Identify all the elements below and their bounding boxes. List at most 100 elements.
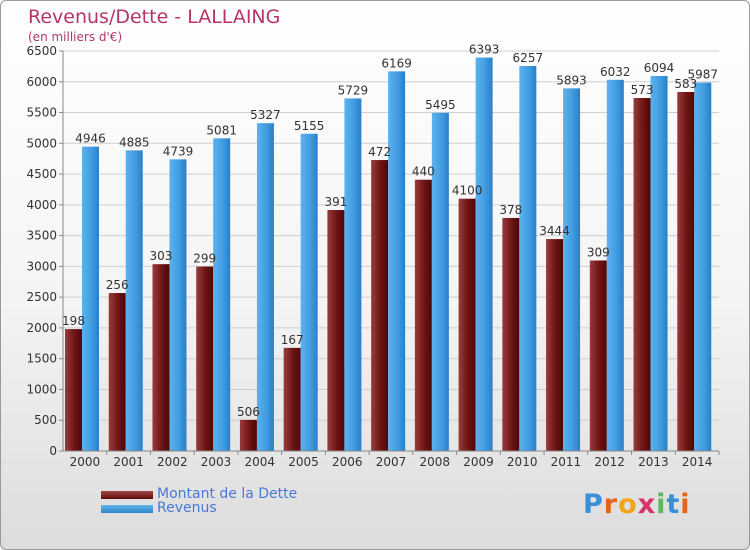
x-tick-label: 2000 [70, 455, 101, 469]
legend-label-revenus: Revenus [157, 500, 217, 516]
y-tick-label: 3500 [26, 229, 57, 243]
data-label-revenus: 4885 [119, 135, 150, 149]
data-label-dette: 583 [674, 77, 697, 91]
bar-dette [589, 260, 607, 451]
x-tick-label: 2005 [288, 455, 319, 469]
bar-revenus [256, 123, 274, 451]
x-tick-label: 2009 [463, 455, 494, 469]
data-label-revenus: 5327 [250, 108, 281, 122]
labels-layer: 198 4946 256 4885 303 4739 299 5081 506 5327 167 51… [62, 43, 718, 419]
y-tick-label: 6000 [26, 75, 57, 89]
axes-layer: 0 500 1000 1500 2000 2500 3000 3500 4000 4500 5000… [26, 44, 720, 469]
bar-revenus [650, 75, 668, 451]
x-tick-label: 2006 [332, 455, 363, 469]
x-tick-label: 2002 [157, 455, 188, 469]
y-tick-label: 3000 [26, 259, 57, 273]
x-tick-label: 2010 [507, 455, 538, 469]
x-tick-label: 2011 [551, 455, 582, 469]
bar-revenus [694, 82, 712, 452]
bar-dette [546, 239, 564, 451]
data-label-dette: 378 [499, 203, 522, 217]
y-tick-label: 4000 [26, 198, 57, 212]
legend-label-dette: Montant de la Dette [157, 486, 298, 502]
y-tick-label: 6500 [26, 44, 57, 58]
x-tick-label: 2007 [376, 455, 407, 469]
logo-letter: t [666, 489, 681, 520]
bar-revenus [563, 88, 581, 451]
y-tick-label: 4500 [26, 167, 57, 181]
logo-letter: i [656, 489, 667, 520]
data-label-dette: 472 [368, 145, 391, 159]
data-label-dette: 4100 [452, 184, 483, 198]
y-tick-label: 500 [34, 413, 57, 427]
data-label-revenus: 4946 [75, 132, 106, 146]
bar-revenus [213, 138, 231, 452]
data-label-revenus: 5155 [294, 119, 325, 133]
data-label-dette: 299 [193, 252, 216, 266]
data-label-dette: 3444 [539, 224, 570, 238]
data-label-revenus: 5495 [425, 98, 456, 112]
legend-swatch-dette [101, 491, 153, 499]
data-label-dette: 198 [62, 314, 85, 328]
bar-dette [677, 91, 695, 451]
data-label-dette: 506 [237, 405, 260, 419]
bar-dette [502, 217, 520, 451]
bar-dette [108, 293, 126, 451]
bar-revenus [475, 57, 493, 451]
bar-revenus [344, 98, 362, 451]
data-label-dette: 309 [587, 245, 610, 259]
bar-dette [371, 160, 389, 452]
bar-revenus [169, 159, 187, 451]
bar-dette [414, 179, 432, 451]
bar-revenus [388, 71, 406, 451]
data-label-dette: 256 [106, 278, 129, 292]
bar-revenus [82, 146, 99, 451]
bar-dette [196, 266, 214, 451]
logo-letter: o [618, 489, 638, 520]
data-label-dette: 440 [412, 165, 435, 179]
y-tick-label: 1000 [26, 382, 57, 396]
bar-dette [152, 264, 170, 451]
x-tick-label: 2014 [682, 455, 713, 469]
y-tick-label: 2500 [26, 290, 57, 304]
bar-revenus [300, 133, 318, 451]
x-tick-label: 2001 [113, 455, 144, 469]
data-label-revenus: 6169 [381, 56, 412, 70]
data-label-revenus: 6257 [513, 51, 544, 65]
y-tick-label: 5500 [26, 106, 57, 120]
data-label-revenus: 6094 [644, 61, 675, 75]
bar-dette [65, 329, 82, 451]
data-label-dette: 303 [150, 249, 173, 263]
x-tick-label: 2003 [201, 455, 232, 469]
bars-layer [65, 57, 712, 452]
y-tick-label: 1500 [26, 352, 57, 366]
logo-letter: P [583, 489, 604, 520]
bar-dette [283, 347, 301, 451]
logo-letter: r [603, 489, 619, 520]
legend-swatch-revenus [101, 505, 153, 513]
bar-dette [239, 419, 257, 451]
data-label-dette: 167 [281, 333, 304, 347]
data-label-revenus: 5081 [206, 123, 237, 137]
data-label-revenus: 5987 [687, 68, 718, 82]
bar-revenus [606, 79, 624, 452]
data-label-revenus: 5729 [338, 83, 369, 97]
proxiti-logo: Proxiti [583, 489, 691, 520]
bar-dette [458, 198, 476, 451]
data-label-revenus: 4739 [163, 144, 194, 158]
x-tick-label: 2013 [638, 455, 669, 469]
data-label-revenus: 5893 [556, 73, 587, 87]
bar-revenus [125, 150, 143, 451]
x-tick-label: 2008 [419, 455, 450, 469]
chart-title: Revenus/Dette - LALLAING [28, 6, 281, 28]
logo-letter: x [637, 489, 657, 520]
bar-dette [633, 98, 651, 451]
bar-revenus [431, 112, 449, 451]
data-label-dette: 573 [631, 83, 654, 97]
x-tick-label: 2004 [245, 455, 276, 469]
chart-subtitle: (en milliers d'€) [28, 30, 123, 44]
y-tick-label: 2000 [26, 321, 57, 335]
y-tick-label: 0 [49, 444, 57, 458]
